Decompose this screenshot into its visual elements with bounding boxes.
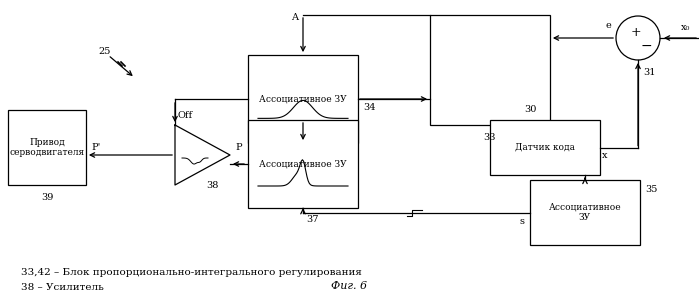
Text: 33,42 – Блок пропорционально-интегрального регулирования: 33,42 – Блок пропорционально-интегрально…: [21, 268, 362, 277]
Text: 33: 33: [484, 132, 496, 141]
Text: +: +: [630, 26, 641, 39]
Bar: [530, 180, 640, 245]
Text: x: x: [602, 151, 607, 160]
Text: Датчик кода: Датчик кода: [515, 143, 575, 152]
Text: 34: 34: [363, 103, 375, 112]
Bar: [430, 15, 550, 125]
Text: −: −: [640, 39, 651, 53]
Text: 25: 25: [99, 47, 111, 56]
Text: Ассоциативное
ЗУ: Ассоциативное ЗУ: [549, 203, 621, 222]
Text: x₀: x₀: [681, 23, 690, 32]
Text: A: A: [291, 13, 298, 22]
Text: 38: 38: [206, 180, 218, 189]
Text: s: s: [520, 217, 525, 226]
Bar: [248, 120, 358, 208]
Text: 30: 30: [524, 106, 536, 115]
Bar: [8, 110, 86, 185]
Text: Ассоциативное ЗУ: Ассоциативное ЗУ: [259, 160, 347, 168]
Text: Фиг. 6: Фиг. 6: [331, 282, 368, 291]
Text: Ассоциативное ЗУ: Ассоциативное ЗУ: [259, 95, 347, 103]
Text: Привод
серводвигателя: Привод серводвигателя: [10, 138, 85, 157]
Text: e: e: [605, 21, 611, 30]
Text: P': P': [91, 143, 101, 152]
Circle shape: [616, 16, 660, 60]
Bar: [248, 55, 358, 143]
Text: Off: Off: [177, 111, 192, 120]
Text: 37: 37: [306, 216, 319, 225]
Text: 35: 35: [645, 185, 657, 194]
Bar: [490, 120, 600, 175]
Text: 31: 31: [643, 68, 656, 77]
Polygon shape: [175, 125, 230, 185]
Text: P: P: [235, 143, 242, 152]
Text: 39: 39: [41, 192, 53, 201]
Text: 38 – Усилитель: 38 – Усилитель: [21, 283, 103, 293]
